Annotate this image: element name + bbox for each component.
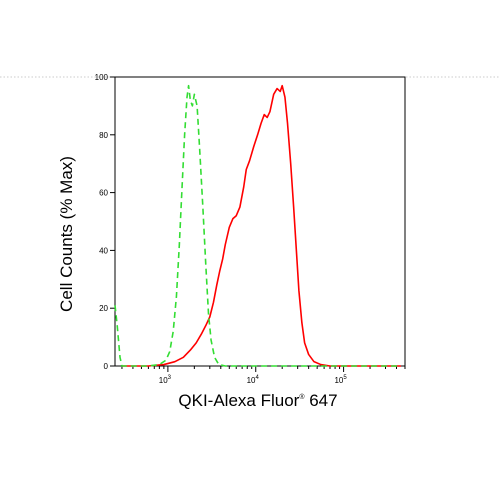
series-layer [114, 84, 401, 367]
y-tick-label: 100 [95, 73, 109, 82]
x-tick-label: 103 [159, 375, 172, 385]
control-histogram-line [114, 84, 401, 367]
x-axis-title-main: QKI-Alexa Fluor [178, 391, 299, 410]
y-tick-label: 20 [99, 304, 108, 313]
x-axis-title-suffix: 647 [305, 391, 338, 410]
plot-frame [114, 76, 406, 367]
qki-stained-histogram-line [121, 84, 401, 367]
x-tick-label: 104 [247, 375, 260, 385]
y-tick-label: 0 [104, 362, 109, 371]
y-tick-label: 80 [99, 131, 108, 140]
x-axis-title: QKI-Alexa Fluor® 647 [178, 391, 337, 410]
y-tick-label: 40 [99, 246, 108, 255]
x-tick-label: 105 [334, 375, 347, 385]
y-axis-ticks: 0 20 40 60 80 100 [95, 73, 115, 371]
x-axis-ticks: 103 104 105 [121, 366, 406, 385]
x-axis-title-registered: ® [299, 393, 305, 401]
y-axis-title: Cell Counts (% Max) [57, 156, 76, 312]
y-tick-label: 60 [99, 189, 108, 198]
